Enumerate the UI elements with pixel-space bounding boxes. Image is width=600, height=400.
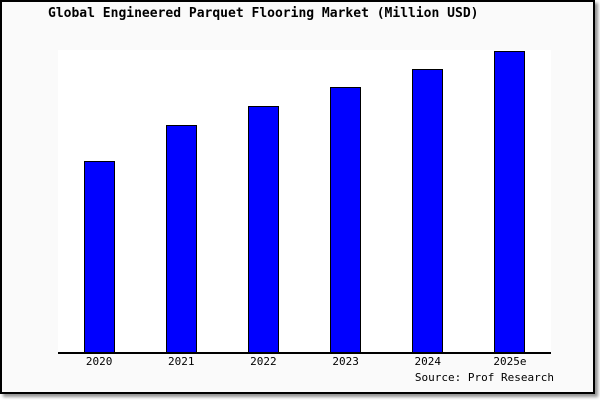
x-axis-labels: 2020 2021 2022 2023 2024 2025e: [58, 355, 551, 368]
plot-area: [58, 50, 551, 354]
bar-slot: [140, 50, 222, 352]
x-tick-label-2024: 2024: [414, 355, 442, 368]
bar-2021: [165, 124, 197, 352]
bar-slot: [305, 50, 387, 352]
x-tick-label-2022: 2022: [250, 355, 277, 368]
bar-2020: [83, 161, 115, 352]
chart-title: Global Engineered Parquet Flooring Marke…: [48, 6, 479, 21]
bar-slot: [222, 50, 304, 352]
source-note: Source: Prof Research: [414, 371, 554, 384]
x-tick-label-2020: 2020: [85, 355, 113, 368]
bar-2023: [330, 87, 362, 352]
x-tick-label-2025e: 2025e: [493, 355, 527, 368]
bar-2024: [412, 69, 444, 352]
chart-frame: Global Engineered Parquet Flooring Marke…: [0, 0, 595, 394]
bar-2025e: [494, 50, 526, 352]
x-tick-label-2023: 2023: [332, 355, 359, 368]
bar-slot: [58, 50, 140, 352]
bar-2022: [247, 105, 279, 352]
bar-slot: [387, 50, 469, 352]
bar-slot: [469, 50, 551, 352]
x-tick-label-2021: 2021: [168, 355, 195, 368]
